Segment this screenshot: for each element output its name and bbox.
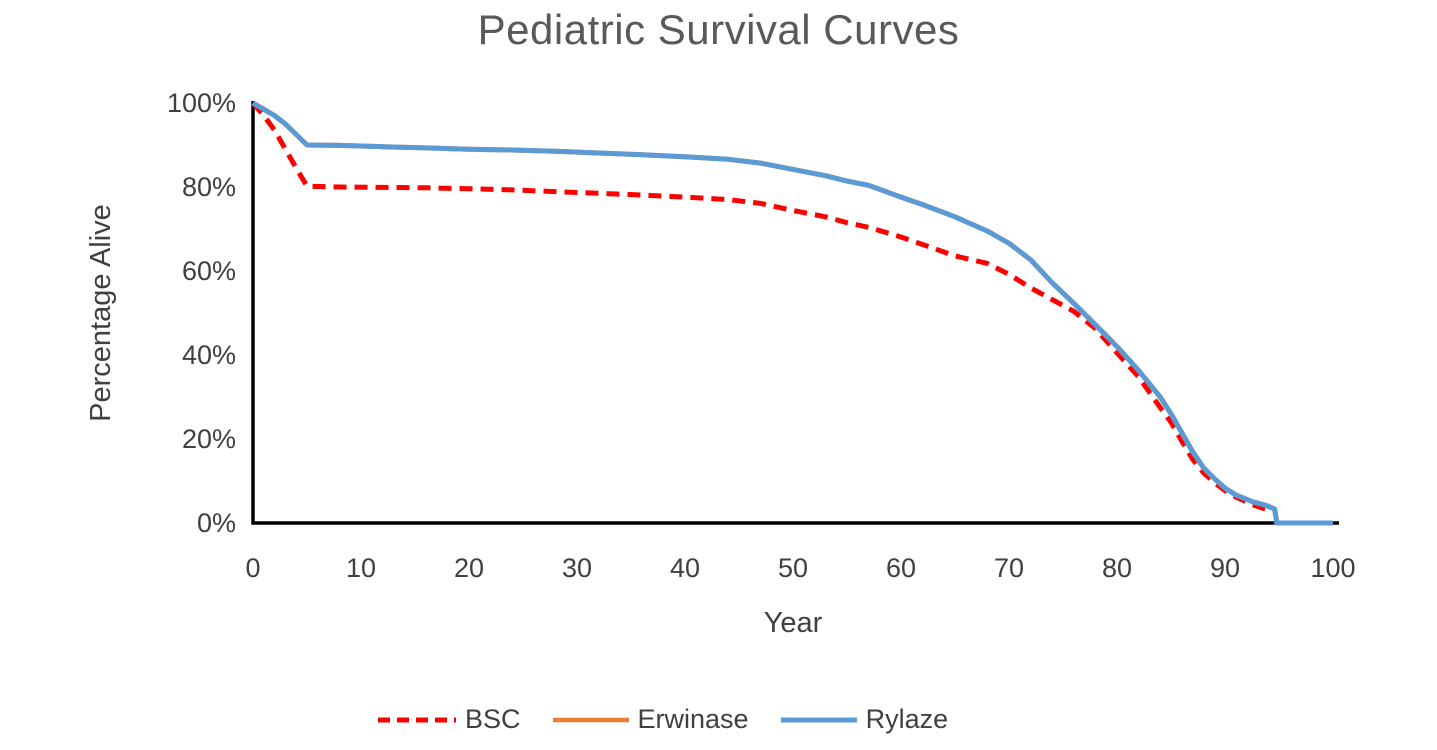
series-line-rylaze: [251, 100, 1333, 526]
erwinase-line-icon: [552, 717, 629, 722]
x-tick-label: 70: [994, 553, 1024, 583]
series-line-erwinase: [251, 100, 1333, 526]
x-tick-label: 60: [886, 553, 916, 583]
axis-line: [251, 101, 1339, 525]
x-tick-label: 30: [562, 553, 592, 583]
legend-label-bsc: BSC: [465, 704, 521, 734]
y-tick-label: 60%: [182, 256, 236, 286]
y-axis-title: Percentage Alive: [85, 204, 117, 422]
x-tick-label: 20: [454, 553, 484, 583]
y-tick-label: 20%: [182, 424, 236, 454]
bsc-dashed-line-icon: [378, 717, 456, 722]
series-line-bsc: [251, 101, 1270, 513]
y-tick-label: 0%: [197, 508, 236, 538]
legend-item-rylaze: Rylaze: [780, 704, 949, 735]
x-tick-label: 10: [346, 553, 376, 583]
x-axis-tick-labels: 0 10 20 30 40 50 60 70 80 90 100: [245, 553, 1355, 583]
x-tick-label: 40: [670, 553, 700, 583]
x-tick-label: 80: [1102, 553, 1132, 583]
axis-lines: [251, 101, 1339, 525]
y-tick-label: 100%: [167, 88, 236, 118]
x-axis-title: Year: [764, 607, 823, 639]
rylaze-line-icon: [780, 717, 857, 722]
legend-item-bsc: BSC: [378, 704, 521, 735]
x-tick-label: 0: [245, 553, 260, 583]
x-tick-label: 90: [1210, 553, 1240, 583]
legend-label-erwinase: Erwinase: [637, 704, 749, 734]
x-tick-label: 50: [778, 553, 808, 583]
chart-title: Pediatric Survival Curves: [477, 6, 960, 53]
y-axis-tick-labels: 0% 20% 40% 60% 80% 100%: [167, 88, 236, 538]
y-tick-label: 80%: [182, 172, 236, 202]
series-lines: [251, 100, 1333, 526]
legend-label-rylaze: Rylaze: [865, 704, 949, 734]
x-tick-label: 100: [1310, 553, 1355, 583]
legend: BSC Erwinase Rylaze: [378, 704, 948, 735]
y-tick-label: 40%: [182, 340, 236, 370]
legend-item-erwinase: Erwinase: [552, 704, 749, 735]
